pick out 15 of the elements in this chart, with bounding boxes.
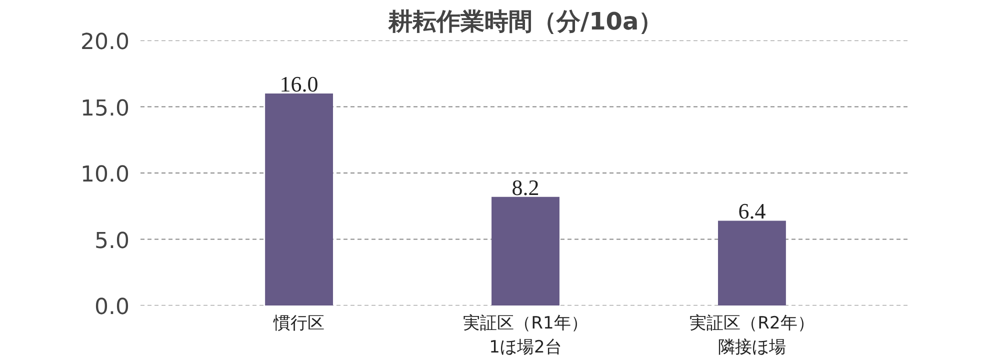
y-tick-label: 5.0	[94, 228, 130, 254]
data-label: 6.4	[738, 198, 766, 224]
x-tick-label: 実証区（R1年）1ほ場2台	[463, 314, 588, 358]
y-tick-label: 10.0	[80, 162, 130, 188]
bar	[492, 196, 560, 306]
data-label: 8.2	[512, 174, 540, 200]
y-tick-label: 15.0	[80, 96, 130, 122]
x-tick-label: 慣行区	[272, 314, 325, 334]
bar	[265, 94, 333, 306]
y-tick-label: 20.0	[80, 30, 130, 55]
chart-title: 耕耘作業時間（分/10a）	[387, 8, 663, 36]
y-tick-label: 0.0	[94, 295, 130, 320]
data-label: 16.0	[280, 72, 318, 96]
x-tick-label: 実証区（R2年）隣接ほ場	[690, 314, 814, 358]
bar	[718, 220, 786, 306]
